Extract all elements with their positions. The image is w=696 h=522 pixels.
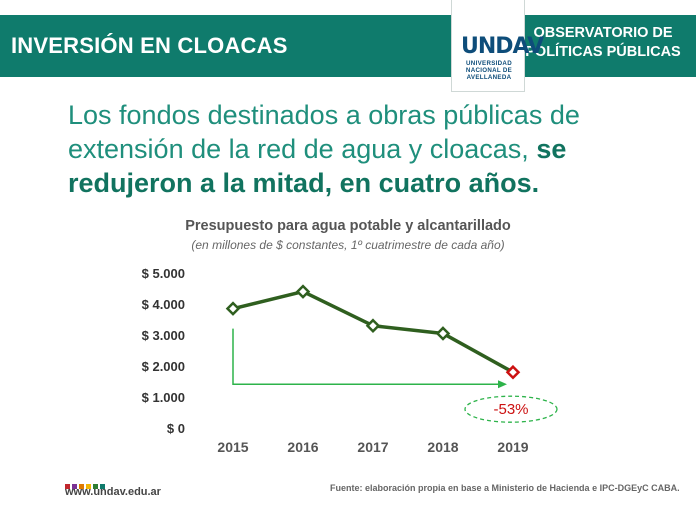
x-tick-label: 2019	[497, 439, 528, 455]
trend-arrow-line	[232, 328, 499, 385]
headline-bold: se redujeron a la mitad, en cuatro años.	[68, 134, 567, 198]
y-tick-label: $ 2.000	[142, 359, 185, 374]
logo-sub-3: AVELLANEDA	[466, 74, 512, 81]
trend-arrow-head	[498, 380, 507, 389]
website-link[interactable]: www.undav.edu.ar	[65, 486, 161, 498]
annotation-ellipse	[464, 395, 558, 423]
y-tick-label: $ 4.000	[142, 297, 185, 312]
x-tick-label: 2016	[287, 439, 318, 455]
x-tick-label: 2015	[217, 439, 248, 455]
y-tick-label: $ 3.000	[142, 328, 185, 343]
logo-sub-2: NACIONAL DE	[465, 67, 513, 74]
x-tick-label: 2017	[357, 439, 388, 455]
y-tick-label: $ 5.000	[142, 266, 185, 281]
headline-normal: Los fondos destinados a obras públicas d…	[68, 100, 580, 164]
headline: Los fondos destinados a obras públicas d…	[68, 98, 668, 200]
observatory-line-1: OBSERVATORIO DE	[533, 25, 673, 41]
y-tick-label: $ 1.000	[142, 390, 185, 405]
observatory-label: OBSERVATORIO DE POLÍTICAS PÚBLICAS	[518, 24, 688, 62]
chart-title: Presupuesto para agua potable y alcantar…	[185, 218, 511, 234]
logo-mark: UNDAV	[461, 34, 544, 59]
source-note: Fuente: elaboración propia en base a Min…	[330, 483, 680, 493]
header-bar	[0, 15, 696, 77]
data-point	[435, 326, 451, 341]
undav-logo[interactable]: UNDAV UNIVERSIDAD NACIONAL DE AVELLANEDA	[451, 0, 544, 92]
data-point	[225, 301, 241, 316]
brand-dots	[65, 476, 107, 489]
data-point	[295, 284, 311, 299]
annotation-label: -53%	[493, 401, 528, 418]
logo-sub-1: UNIVERSIDAD	[466, 60, 512, 67]
data-point	[505, 364, 521, 380]
page-title: INVERSIÓN EN CLOACAS	[11, 33, 288, 58]
chart-subtitle: (en millones de $ constantes, 1º cuatrim…	[191, 238, 505, 252]
x-tick-label: 2018	[427, 439, 458, 455]
logo-subtitle: UNIVERSIDAD NACIONAL DE AVELLANEDA	[456, 60, 522, 81]
observatory-line-2: POLÍTICAS PÚBLICAS	[525, 44, 681, 60]
data-point	[365, 318, 381, 333]
y-tick-label: $ 0	[167, 421, 185, 436]
